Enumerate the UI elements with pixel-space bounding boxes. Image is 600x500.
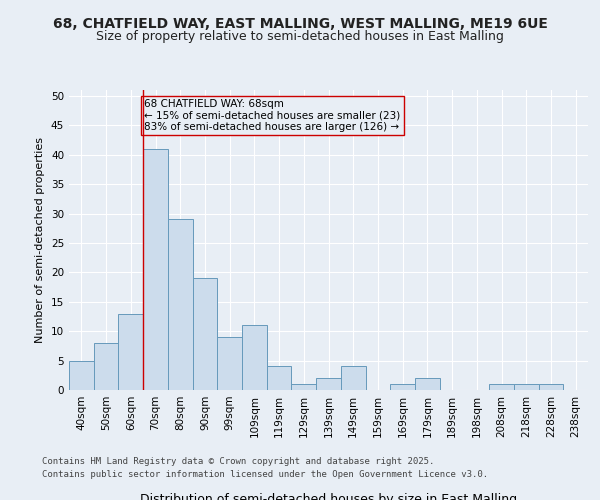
Bar: [341, 366, 365, 390]
Y-axis label: Number of semi-detached properties: Number of semi-detached properties: [35, 137, 46, 343]
Bar: [316, 378, 341, 390]
X-axis label: Distribution of semi-detached houses by size in East Malling: Distribution of semi-detached houses by …: [140, 492, 517, 500]
Bar: [489, 384, 514, 390]
Bar: [539, 384, 563, 390]
Bar: [242, 326, 267, 390]
Bar: [390, 384, 415, 390]
Bar: [514, 384, 539, 390]
Bar: [69, 360, 94, 390]
Bar: [267, 366, 292, 390]
Text: Size of property relative to semi-detached houses in East Malling: Size of property relative to semi-detach…: [96, 30, 504, 43]
Text: 68 CHATFIELD WAY: 68sqm
← 15% of semi-detached houses are smaller (23)
83% of se: 68 CHATFIELD WAY: 68sqm ← 15% of semi-de…: [145, 99, 401, 132]
Text: Contains public sector information licensed under the Open Government Licence v3: Contains public sector information licen…: [42, 470, 488, 479]
Bar: [193, 278, 217, 390]
Bar: [292, 384, 316, 390]
Bar: [118, 314, 143, 390]
Bar: [415, 378, 440, 390]
Text: Contains HM Land Registry data © Crown copyright and database right 2025.: Contains HM Land Registry data © Crown c…: [42, 458, 434, 466]
Bar: [94, 343, 118, 390]
Bar: [168, 220, 193, 390]
Bar: [143, 149, 168, 390]
Text: 68, CHATFIELD WAY, EAST MALLING, WEST MALLING, ME19 6UE: 68, CHATFIELD WAY, EAST MALLING, WEST MA…: [53, 18, 547, 32]
Bar: [217, 337, 242, 390]
